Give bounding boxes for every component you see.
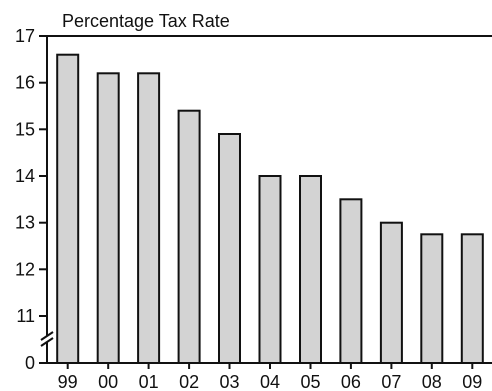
bar-03 — [218, 133, 241, 364]
y-tick-label-17: 17 — [15, 26, 35, 46]
axis-break-gap — [41, 336, 53, 342]
bar-05 — [299, 175, 322, 364]
x-tick-label-02: 02 — [179, 372, 199, 391]
bar-04 — [258, 175, 282, 364]
x-tick-label-05: 05 — [300, 372, 320, 391]
bars-group — [56, 53, 484, 365]
bar-08 — [420, 233, 444, 364]
x-tick-label-08: 08 — [422, 372, 442, 391]
axis-break-mark — [40, 331, 54, 341]
y-axis-label: Percentage Tax Rate — [62, 11, 230, 31]
x-tick-label-00: 00 — [98, 372, 118, 391]
x-tick-label-99: 99 — [58, 372, 78, 391]
bar-00 — [96, 72, 120, 365]
x-tick-label-03: 03 — [219, 372, 239, 391]
x-tick-label-06: 06 — [341, 372, 361, 391]
y-tick-label-14: 14 — [15, 166, 35, 186]
bar-06 — [339, 198, 363, 364]
x-tick-label-01: 01 — [139, 372, 159, 391]
y-tick-label-11: 11 — [16, 306, 35, 326]
y-tick-label-16: 16 — [15, 73, 35, 93]
y-axis: 0 11 12 13 14 15 16 17 — [15, 26, 492, 373]
y-tick-label-12: 12 — [15, 259, 35, 279]
y-tick-label-15: 15 — [15, 119, 35, 139]
y-tick-label-13: 13 — [15, 213, 35, 233]
bar-99 — [56, 53, 80, 364]
x-tick-label-04: 04 — [260, 372, 280, 391]
bar-02 — [177, 109, 201, 364]
x-tick-label-07: 07 — [381, 372, 401, 391]
bar-09 — [460, 233, 484, 364]
bar-01 — [137, 72, 161, 365]
x-axis: 99 00 01 02 03 04 05 06 07 08 09 — [46, 362, 492, 391]
x-tick-label-09: 09 — [462, 372, 482, 391]
y-tick-label-0: 0 — [25, 353, 35, 373]
bar-07 — [379, 221, 403, 364]
axis-break-mark — [40, 337, 54, 347]
